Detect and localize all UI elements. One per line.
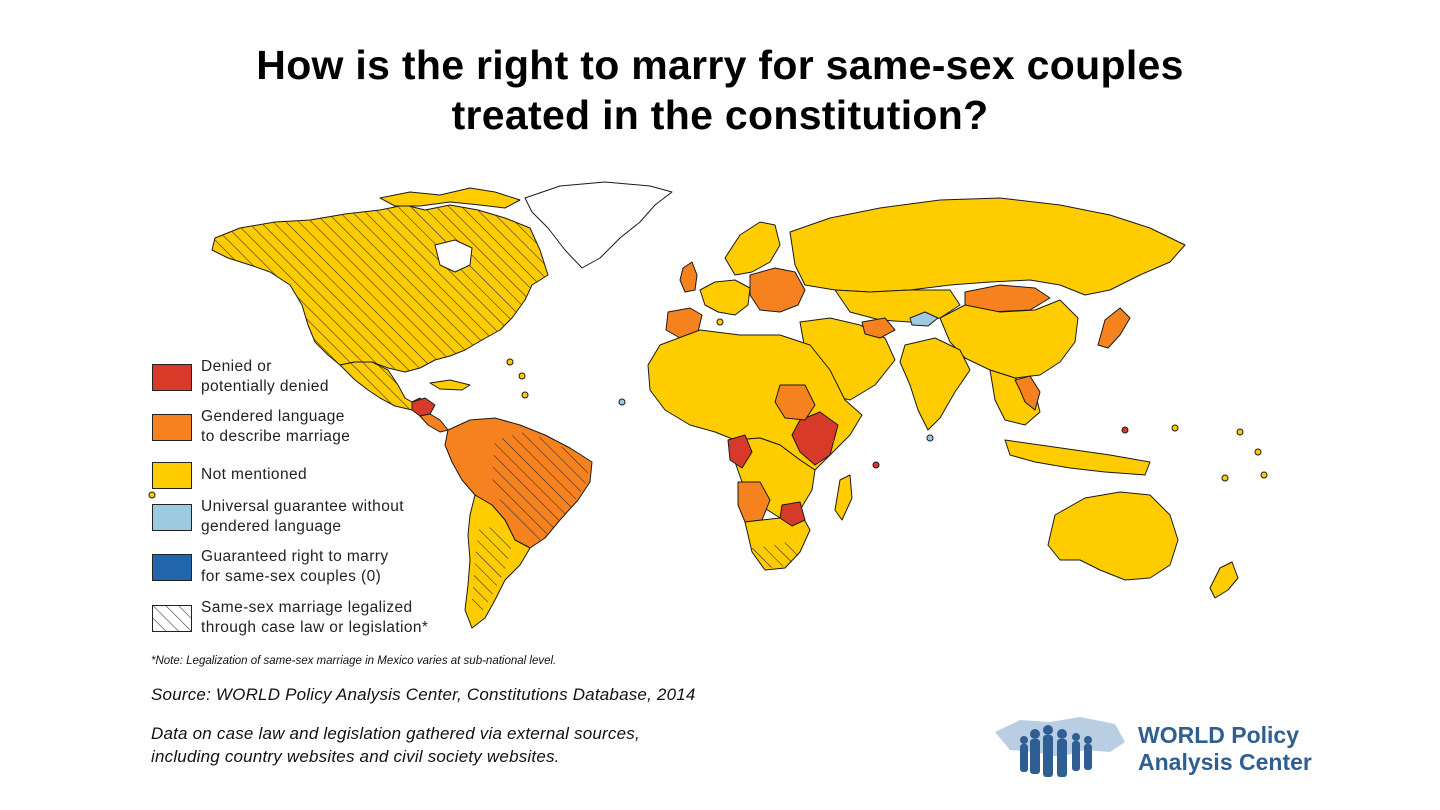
region-greenland xyxy=(524,181,673,269)
region-madagascar xyxy=(834,474,853,521)
region-australia xyxy=(1047,491,1179,581)
island-marker xyxy=(926,434,934,442)
island-marker xyxy=(521,391,529,399)
island-marker xyxy=(518,372,526,380)
footnote: *Note: Legalization of same-sex marriage… xyxy=(151,655,557,667)
legend-swatch-gendered xyxy=(152,414,192,441)
hatch-north-america xyxy=(212,205,548,372)
legend-label-line-2: through case law or legislation* xyxy=(201,619,429,636)
logo-line-2: Analysis Center xyxy=(1138,749,1312,775)
map-title-line-2: treated in the constitution? xyxy=(451,92,989,138)
region-central-america-south xyxy=(419,413,449,433)
island-marker xyxy=(1121,426,1129,434)
region-scandinavia xyxy=(724,221,781,276)
legend-label-line-1: Gendered language xyxy=(201,408,345,425)
island-marker xyxy=(1260,471,1268,479)
legend-label-line-2: gendered language xyxy=(201,518,342,535)
region-europe-east xyxy=(749,267,806,313)
legend-label-line-1: Not mentioned xyxy=(201,466,308,483)
map-title-line-1: How is the right to marry for same-sex c… xyxy=(256,42,1184,88)
region-russia xyxy=(789,197,1186,296)
data-note-line-1: Data on case law and legislation gathere… xyxy=(151,724,640,743)
region-hudson-bay xyxy=(434,239,473,273)
region-west-central-africa xyxy=(727,434,753,469)
hatch-south-america-south xyxy=(472,525,512,615)
island-marker xyxy=(1171,424,1179,432)
island-marker xyxy=(1254,448,1262,456)
data-note: Data on case law and legislation gathere… xyxy=(151,722,640,768)
region-indonesia xyxy=(1004,439,1151,476)
legend-label-line-2: to describe marriage xyxy=(201,428,351,445)
region-iran xyxy=(861,317,896,339)
region-horn-of-africa xyxy=(791,411,839,466)
region-china xyxy=(939,299,1079,379)
map-title: How is the right to marry for same-sex c… xyxy=(0,40,1440,140)
hatch-brazil xyxy=(492,432,590,540)
region-arctic-islands xyxy=(379,187,521,209)
legend-label-line-1: Same-sex marriage legalized xyxy=(201,599,413,616)
island-marker xyxy=(506,358,514,366)
region-zimbabwe xyxy=(779,501,806,527)
region-uk xyxy=(679,261,698,293)
region-sudan xyxy=(774,384,816,421)
legend-label-line-2: potentially denied xyxy=(201,378,329,395)
legend-label-line-2: for same-sex couples (0) xyxy=(201,568,382,585)
island-marker xyxy=(148,491,156,499)
legend-swatch-hatch xyxy=(152,605,192,632)
region-kyrgyzstan xyxy=(909,311,939,327)
island-marker xyxy=(618,398,626,406)
logo-text: WORLD Policy Analysis Center xyxy=(1138,722,1312,776)
legend-swatch-guaranteed xyxy=(152,554,192,581)
legend-swatch-not-mentioned xyxy=(152,462,192,489)
legend-label-line-1: Universal guarantee without xyxy=(201,498,404,515)
region-europe-west xyxy=(699,279,751,316)
legend-label-line-1: Denied or xyxy=(201,358,272,375)
region-japan xyxy=(1097,307,1131,349)
hatch-south-africa xyxy=(752,540,802,568)
source-text: Source: WORLD Policy Analysis Center, Co… xyxy=(151,685,696,704)
island-marker xyxy=(872,461,880,469)
region-india xyxy=(899,337,971,431)
logo-line-1: WORLD Policy xyxy=(1138,722,1300,748)
island-marker xyxy=(716,318,724,326)
region-cuba xyxy=(429,379,471,391)
data-note-line-2: including country websites and civil soc… xyxy=(151,747,560,766)
legend-swatch-denied xyxy=(152,364,192,391)
region-new-zealand xyxy=(1209,561,1239,599)
hatch-mexico xyxy=(340,362,425,410)
world-map-people-icon xyxy=(995,717,1125,777)
legend-label-line-1: Guaranteed right to marry xyxy=(201,548,389,565)
region-vietnam xyxy=(1014,375,1041,411)
logo: WORLD Policy Analysis Center xyxy=(990,712,1330,787)
legend-swatch-universal xyxy=(152,504,192,531)
world-map xyxy=(148,181,1268,629)
island-marker xyxy=(1236,428,1244,436)
region-central-america xyxy=(411,397,436,417)
island-marker xyxy=(1221,474,1229,482)
